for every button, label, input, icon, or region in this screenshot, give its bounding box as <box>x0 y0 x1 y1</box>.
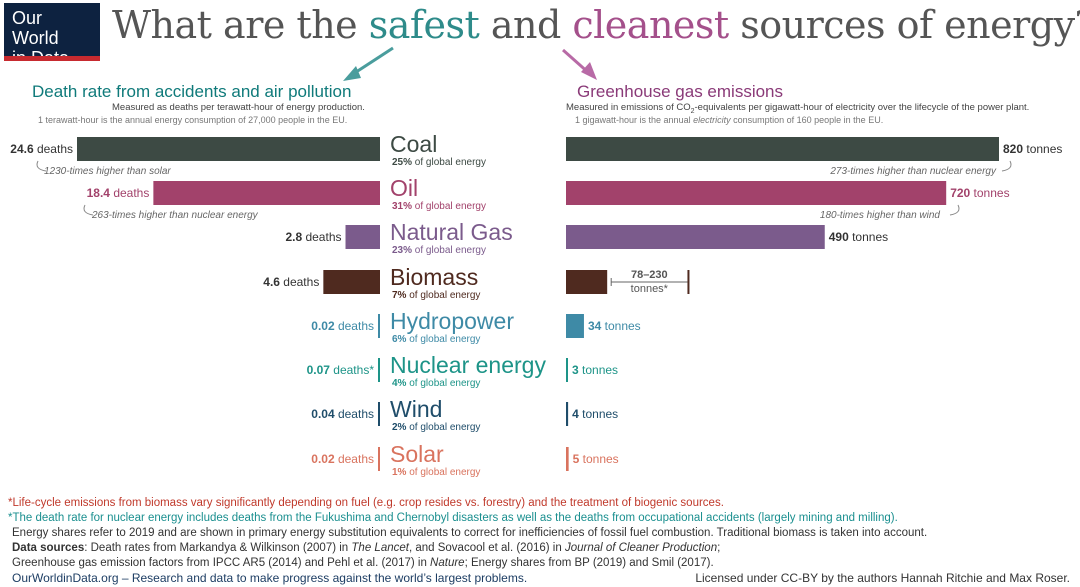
energy-name-wind: Wind <box>390 396 442 422</box>
emission-bar-natural-gas <box>566 225 825 249</box>
energy-share-hydropower: 6% of global energy <box>392 334 480 345</box>
emission-label-wind: 4 tonnes <box>572 407 618 421</box>
energy-share-biomass: 7% of global energy <box>392 290 480 301</box>
right-panel-note: 1 gigawatt-hour is the annual electricit… <box>575 115 884 125</box>
emission-bar-biomass-max <box>687 270 690 294</box>
logo-underline <box>4 56 100 61</box>
emission-label-natural-gas: 490 tonnes <box>829 230 888 244</box>
left-panel-title: Death rate from accidents and air pollut… <box>32 82 352 101</box>
death-label-nuclear: 0.07 deaths* <box>307 363 375 377</box>
energy-name-oil: Oil <box>390 175 418 201</box>
title-safest: safest <box>368 3 480 47</box>
energy-share-nuclear: 4% of global energy <box>392 378 480 389</box>
emission-label-hydropower: 34 tonnes <box>588 319 641 333</box>
annotation-oil-right-curve <box>949 204 960 216</box>
death-label-wind: 0.04 deaths <box>311 407 374 421</box>
annotation-coal-left: 1230-times higher than solar <box>44 166 171 177</box>
death-bar-hydropower <box>378 314 380 338</box>
energy-name-solar: Solar <box>390 441 444 467</box>
emission-label-nuclear: 3 tonnes <box>572 363 618 377</box>
footnote-biomass: *Life-cycle emissions from biomass vary … <box>8 497 724 509</box>
license-text: Licensed under CC-BY by the authors Hann… <box>695 571 1070 585</box>
data-sources: Data sources: Death rates from Markandya… <box>12 542 721 554</box>
energy-share-natural-gas: 23% of global energy <box>392 245 486 256</box>
emission-bar-hydropower <box>566 314 584 338</box>
annotation-oil-left: 263-times higher than nuclear energy <box>91 210 259 221</box>
energy-share-wind: 2% of global energy <box>392 422 480 433</box>
death-label-coal: 24.6 deaths <box>10 142 73 156</box>
left-panel-subtitle: Measured as deaths per terawatt-hour of … <box>112 102 365 113</box>
death-bar-nuclear <box>378 358 380 382</box>
death-bar-coal <box>77 137 380 161</box>
death-bar-biomass <box>323 270 380 294</box>
death-label-natural-gas: 2.8 deaths <box>285 230 341 244</box>
emission-label-oil: 720 tonnes <box>950 186 1009 200</box>
death-label-oil: 18.4 deaths <box>87 186 150 200</box>
death-bar-natural-gas <box>345 225 380 249</box>
left-panel-note: 1 terawatt-hour is the annual energy con… <box>38 115 348 125</box>
energy-name-coal: Coal <box>390 131 437 157</box>
logo-line1: Our World <box>12 8 59 48</box>
death-label-hydropower: 0.02 deaths <box>311 319 374 333</box>
energy-name-natural-gas: Natural Gas <box>390 219 513 245</box>
owid-logo[interactable]: Our World in Data <box>4 3 100 68</box>
energy-name-hydropower: Hydropower <box>390 308 514 334</box>
energy-name-biomass: Biomass <box>390 264 478 290</box>
annotation-oil-left-curve <box>83 204 94 216</box>
title-cleanest: cleanest <box>572 3 729 47</box>
page-title: What are the safest and cleanest sources… <box>112 3 1080 47</box>
emission-label-biomass-unit: tonnes* <box>631 283 669 295</box>
footnote-energy-shares: Energy shares refer to 2019 and are show… <box>12 527 928 539</box>
death-bar-oil <box>153 181 380 205</box>
footnote-nuclear: *The death rate for nuclear energy inclu… <box>8 512 898 524</box>
data-sources-2: Greenhouse gas emission factors from IPC… <box>12 557 714 569</box>
energy-share-solar: 1% of global energy <box>392 467 480 478</box>
emission-label-biomass: 78–230 <box>631 269 668 281</box>
death-bar-solar <box>378 447 380 471</box>
annotation-oil-right: 180-times higher than wind <box>820 210 941 221</box>
emission-bar-solar <box>566 447 569 471</box>
annotation-coal-right-curve <box>1001 160 1012 172</box>
right-panel-title: Greenhouse gas emissions <box>577 82 784 101</box>
annotation-coal-right: 273-times higher than nuclear energy <box>829 166 997 177</box>
emission-bar-biomass-min <box>566 270 608 294</box>
death-label-biomass: 4.6 deaths <box>263 275 319 289</box>
energy-share-coal: 25% of global energy <box>392 157 486 168</box>
emission-bar-oil <box>566 181 947 205</box>
energy-name-nuclear: Nuclear energy <box>390 352 546 378</box>
emission-label-coal: 820 tonnes <box>1003 142 1062 156</box>
death-bar-wind <box>378 402 380 426</box>
energy-share-oil: 31% of global energy <box>392 201 486 212</box>
annotation-coal-left-curve <box>36 160 47 172</box>
death-label-solar: 0.02 deaths <box>311 452 374 466</box>
emission-label-solar: 5 tonnes <box>573 452 619 466</box>
emission-bar-nuclear <box>566 358 568 382</box>
emission-bar-coal <box>566 137 999 161</box>
owid-site-link[interactable]: OurWorldinData.org – Research and data t… <box>12 571 528 585</box>
right-panel-subtitle: Measured in emissions of CO2-equivalents… <box>566 102 1030 115</box>
emission-bar-wind <box>566 402 569 426</box>
